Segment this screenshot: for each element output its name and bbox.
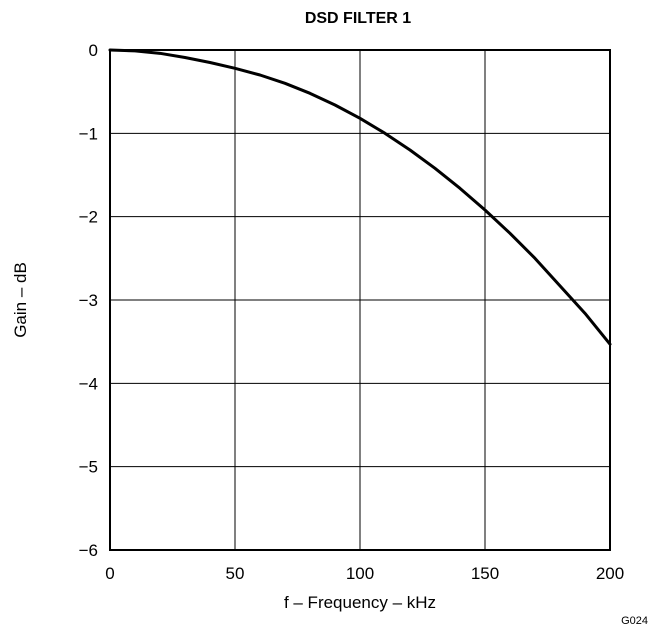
y-axis-ticks: 0 −1 −2 −3 −4 −5 −6 — [79, 41, 98, 560]
y-tick-label: −3 — [79, 291, 98, 310]
y-tick-label: −2 — [79, 208, 98, 227]
y-tick-label: −4 — [79, 374, 98, 393]
x-axis-label: f – Frequency – kHz — [284, 593, 436, 612]
x-axis-ticks: 0 50 100 150 200 — [105, 564, 624, 583]
x-tick-label: 150 — [471, 564, 499, 583]
x-tick-label: 200 — [596, 564, 624, 583]
y-tick-label: −5 — [79, 458, 98, 477]
chart-title: DSD FILTER 1 — [305, 10, 411, 27]
y-tick-label: −1 — [79, 124, 98, 143]
x-tick-label: 50 — [226, 564, 245, 583]
x-tick-label: 100 — [346, 564, 374, 583]
plot-frame — [109, 49, 611, 551]
series-layer — [108, 48, 612, 346]
grid-lines — [110, 50, 610, 550]
y-axis-label: Gain – dB — [11, 262, 30, 338]
series-line-0 — [108, 48, 612, 346]
y-tick-label: 0 — [89, 41, 98, 60]
x-tick-label: 0 — [105, 564, 114, 583]
y-tick-label: −6 — [79, 541, 98, 560]
figure-code: G024 — [621, 615, 648, 627]
